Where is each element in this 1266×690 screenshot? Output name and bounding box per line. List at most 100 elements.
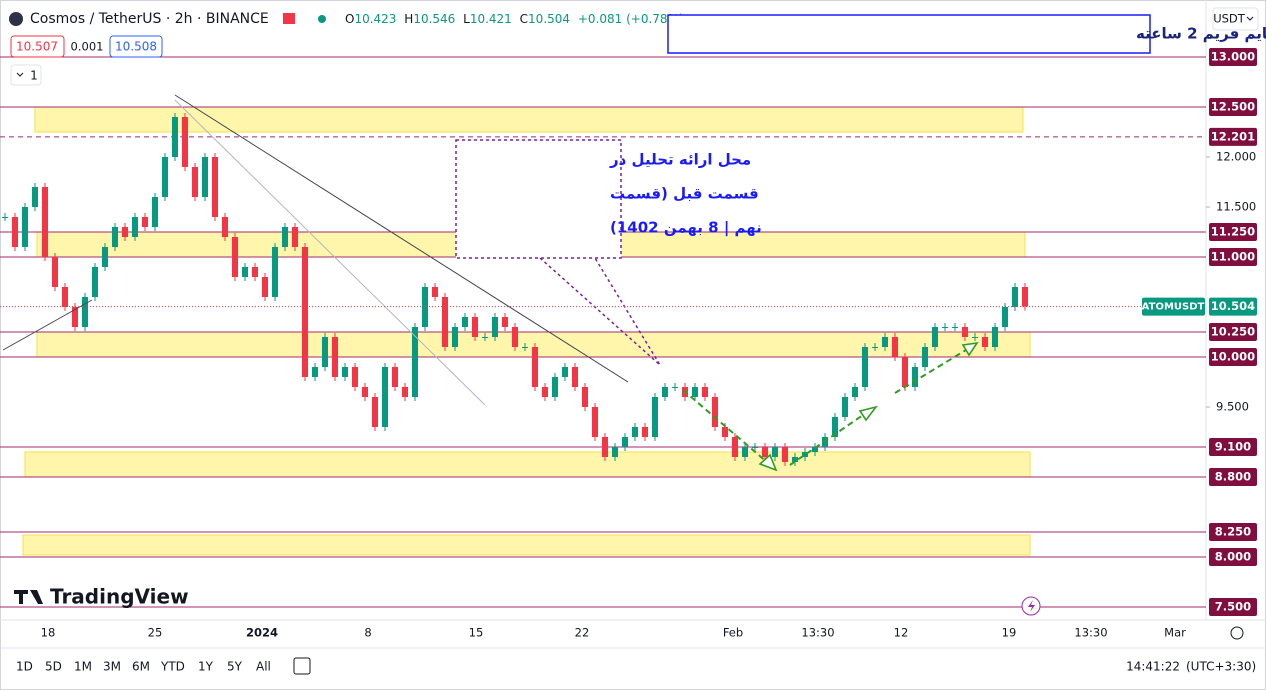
candle	[612, 447, 618, 457]
candle	[532, 347, 538, 387]
range-button[interactable]: 5Y	[227, 660, 243, 674]
candle	[502, 317, 508, 327]
candle	[282, 227, 288, 247]
range-button[interactable]: 6M	[132, 660, 150, 674]
trend-line	[2, 299, 93, 351]
range-button[interactable]: 3M	[103, 660, 121, 674]
level-label: 11.250	[1211, 225, 1255, 239]
level-label: 7.500	[1215, 600, 1251, 614]
candle	[42, 187, 48, 257]
chevron	[1246, 16, 1254, 21]
candle	[342, 367, 348, 377]
range-button[interactable]: 1D	[16, 660, 33, 674]
time-tick-label: 13:30	[801, 626, 834, 640]
symbol-label: ATOMUSDT	[1142, 302, 1205, 313]
level-label-box	[1209, 438, 1257, 456]
candle	[892, 337, 898, 357]
level-label-box	[1209, 223, 1257, 241]
time-tick-label: 12	[894, 626, 909, 640]
candle	[672, 387, 678, 388]
candle	[902, 357, 908, 387]
candle	[382, 367, 388, 427]
candle	[402, 387, 408, 397]
sell-box[interactable]	[10, 35, 65, 58]
candle	[962, 327, 968, 337]
candle	[702, 387, 708, 397]
level-label-box	[1209, 598, 1257, 616]
range-button[interactable]: 5D	[45, 660, 62, 674]
candle	[742, 447, 748, 457]
indicators-toggle[interactable]	[10, 64, 42, 86]
ohlc-value: 10.421	[470, 12, 512, 26]
trend-line	[174, 94, 629, 383]
spread: 0.001	[71, 40, 104, 54]
candle	[652, 397, 658, 437]
candle	[482, 337, 488, 338]
candle	[882, 337, 888, 347]
level-label-box	[1209, 98, 1257, 116]
candle	[732, 437, 738, 457]
last-price-box	[1209, 297, 1257, 316]
candle	[722, 427, 728, 437]
level-label-box	[1209, 468, 1257, 486]
candle	[202, 157, 208, 197]
level-label-box	[1209, 127, 1257, 146]
range-button[interactable]: 1M	[74, 660, 92, 674]
buy-box[interactable]	[109, 35, 163, 58]
candle	[452, 327, 458, 347]
candle	[622, 437, 628, 447]
candle	[912, 367, 918, 387]
candle	[212, 157, 218, 217]
price-tick-label: 9.500	[1216, 400, 1249, 414]
clock: 14:41:22	[1126, 660, 1180, 674]
callout-text: نهم | 8 بهمن 1402)	[610, 219, 762, 238]
candle	[192, 167, 198, 197]
time-tick-label: 15	[469, 626, 484, 640]
candle	[512, 327, 518, 347]
candle	[662, 387, 668, 397]
sell-price: 10.507	[16, 40, 58, 54]
symbol[interactable]: Cosmos / TetherUS · 2h · BINANCE	[30, 11, 269, 27]
candle	[12, 217, 18, 247]
candle	[62, 287, 68, 307]
time-tick-label: 2024	[246, 626, 278, 640]
candle	[432, 287, 438, 297]
candle	[602, 437, 608, 457]
ohlc: O10.423 H10.546 L10.421 C10.504 +0.081 (…	[345, 12, 684, 26]
candle	[352, 367, 358, 387]
candle	[232, 237, 238, 277]
candle	[992, 327, 998, 347]
candle	[932, 327, 938, 347]
candle	[812, 447, 818, 452]
candle	[242, 267, 248, 277]
candle	[262, 277, 268, 297]
candle	[82, 297, 88, 327]
range-button[interactable]: All	[256, 660, 271, 674]
timezone[interactable]: (UTC+3:30)	[1186, 660, 1256, 674]
candle	[372, 397, 378, 427]
candle	[592, 407, 598, 437]
currency-select[interactable]	[1212, 7, 1259, 31]
title-box	[667, 14, 1151, 54]
candle	[72, 307, 78, 327]
level-label: 13.000	[1211, 50, 1255, 64]
range-button[interactable]: YTD	[160, 660, 185, 674]
time-tick-label: 19	[1002, 626, 1017, 640]
candle	[422, 287, 428, 327]
time-tick-label: 18	[41, 626, 56, 640]
level-label: 12.500	[1211, 100, 1255, 114]
candle	[442, 297, 448, 347]
time-tick-label: Feb	[723, 626, 743, 640]
goto-date-icon[interactable]	[293, 657, 311, 675]
candle	[252, 267, 258, 277]
settings-icon[interactable]	[1230, 626, 1244, 640]
zone	[22, 534, 1031, 556]
candle	[1002, 307, 1008, 327]
path-arrows	[682, 349, 967, 466]
candle	[102, 247, 108, 267]
range-button[interactable]: 1Y	[198, 660, 214, 674]
candle	[322, 337, 328, 367]
flag-icon[interactable]	[283, 13, 295, 24]
price-tick-label: 11.500	[1216, 200, 1256, 214]
